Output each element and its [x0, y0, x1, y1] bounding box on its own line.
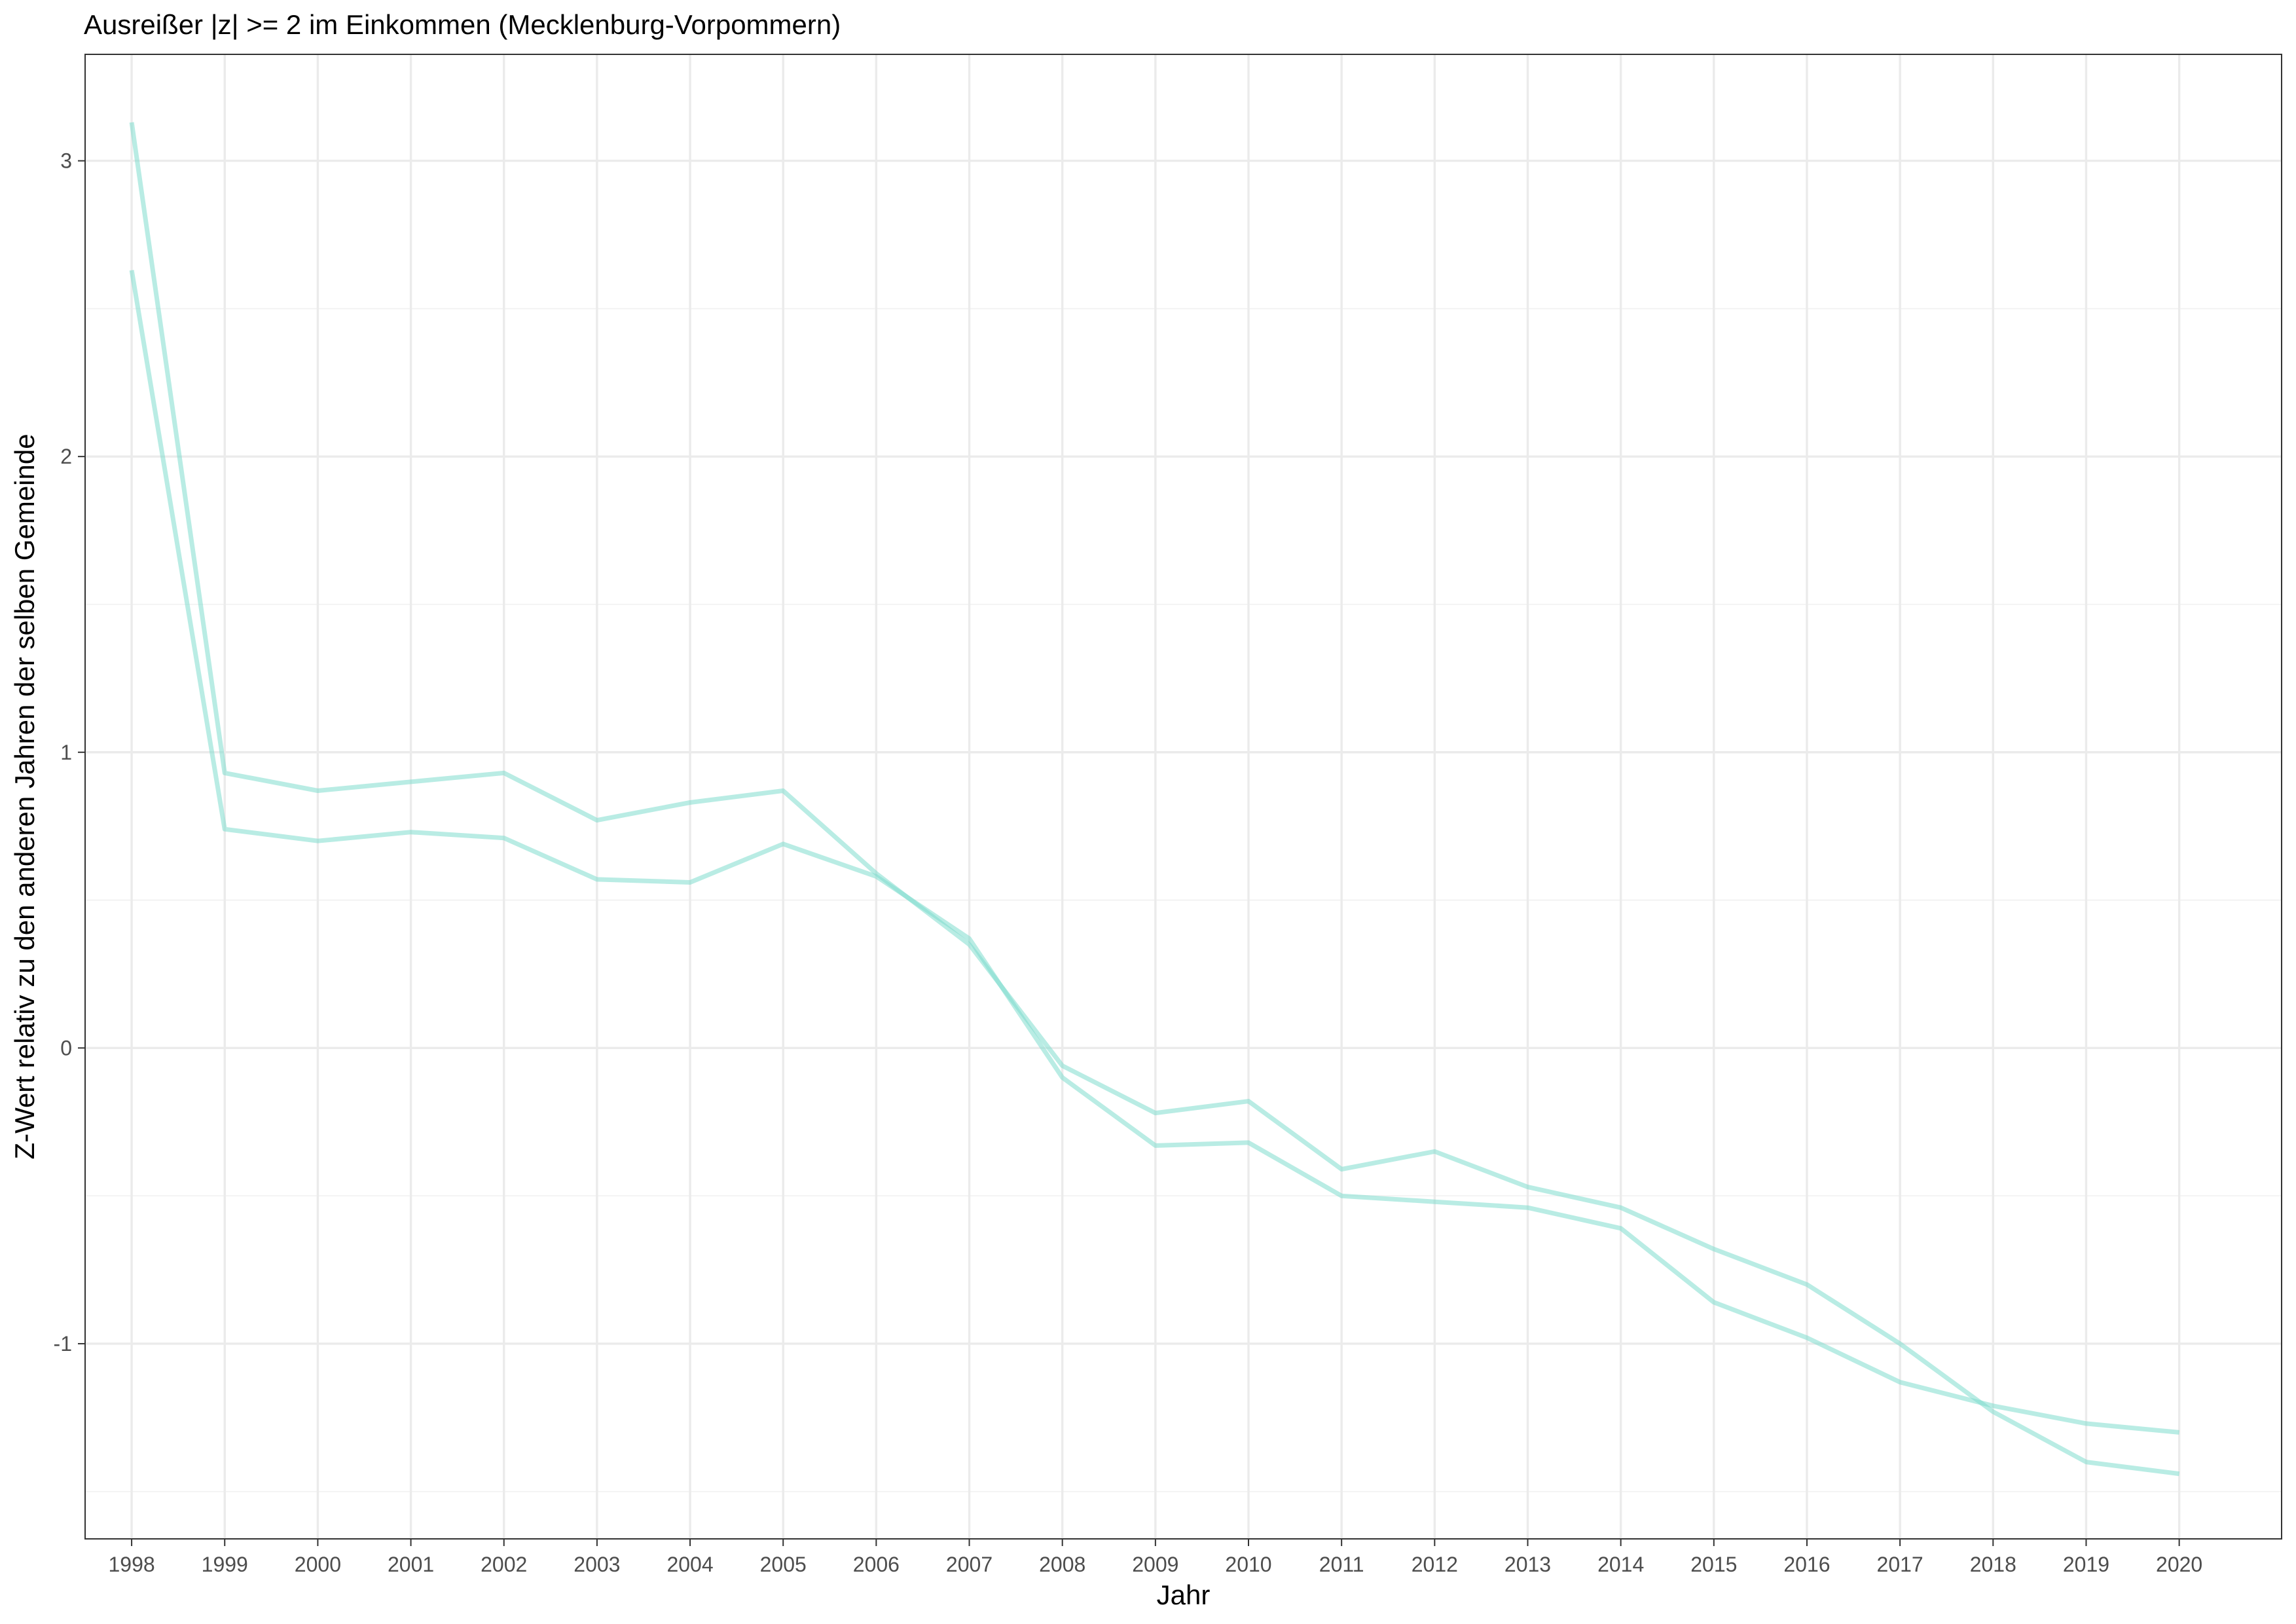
x-tick-label: 2001 — [388, 1553, 434, 1576]
plot-panel-border — [84, 54, 2282, 1540]
x-tick-label: 2012 — [1412, 1553, 1458, 1576]
x-tick-label: 2017 — [1877, 1553, 1923, 1576]
axes: 1998 1999 2000 2001 2002 2003 2004 2005 2006 2007… — [54, 149, 2203, 1576]
grid-lines — [85, 54, 2282, 1539]
y-tick-label: 1 — [60, 741, 72, 764]
x-tick-label: 2000 — [295, 1553, 341, 1576]
x-tick-label: 2008 — [1039, 1553, 1085, 1576]
x-tick-label: 2010 — [1225, 1553, 1271, 1576]
x-tick-label: 2002 — [481, 1553, 527, 1576]
x-tick-label: 2006 — [853, 1553, 900, 1576]
x-tick-label: 2015 — [1690, 1553, 1737, 1576]
x-tick-label: 2009 — [1132, 1553, 1178, 1576]
x-tick-label: 1998 — [108, 1553, 155, 1576]
x-tick-label: 2016 — [1783, 1553, 1830, 1576]
y-tick-label: 3 — [60, 149, 72, 173]
x-tick-label: 2007 — [946, 1553, 993, 1576]
series-lines — [129, 122, 2180, 1477]
x-tick-label: 2005 — [760, 1553, 807, 1576]
x-tick-label: 2003 — [574, 1553, 620, 1576]
y-axis-title: Z-Wert relativ zu den anderen Jahren der… — [9, 434, 40, 1159]
x-tick-label: 2020 — [2156, 1553, 2202, 1576]
x-tick-label: 2011 — [1319, 1553, 1364, 1576]
series-line-1 — [129, 122, 2180, 1477]
series-line-2 — [129, 270, 2179, 1435]
x-tick-label: 2019 — [2063, 1553, 2109, 1576]
y-tick-label: -1 — [54, 1332, 72, 1356]
x-tick-label: 2018 — [1970, 1553, 2016, 1576]
y-tick-label: 2 — [60, 445, 72, 468]
x-tick-label: 2004 — [666, 1553, 713, 1576]
y-tick-label: 0 — [60, 1036, 72, 1060]
chart-title: Ausreißer |z| >= 2 im Einkommen (Mecklen… — [84, 9, 841, 40]
x-tick-label: 1999 — [202, 1553, 248, 1576]
x-tick-label: 2013 — [1504, 1553, 1551, 1576]
x-axis-title: Jahr — [1157, 1579, 1211, 1610]
x-tick-label: 2014 — [1597, 1553, 1644, 1576]
